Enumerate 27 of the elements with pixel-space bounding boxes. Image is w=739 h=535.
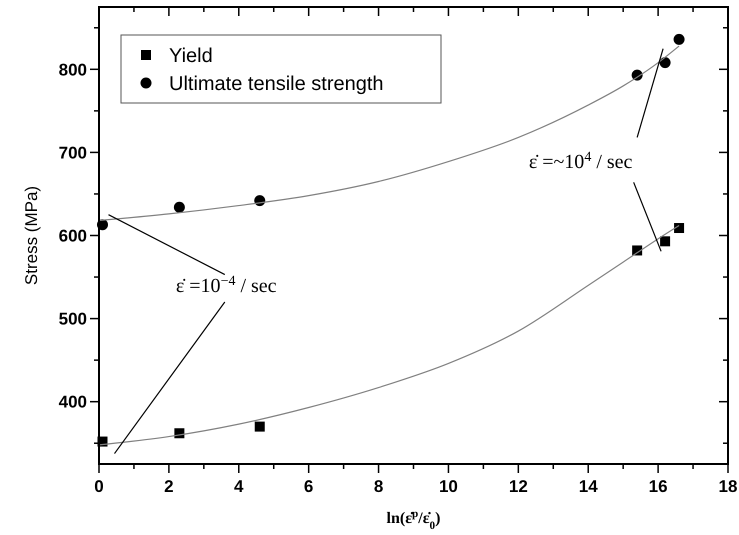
legend-label: Ultimate tensile strength bbox=[169, 73, 384, 95]
point bbox=[660, 236, 670, 246]
y-tick-label: 800 bbox=[58, 60, 87, 80]
point bbox=[674, 34, 685, 45]
x-axis-title: ln(ε̇$^{p}$/ε̇$_{0}$) bbox=[386, 508, 440, 532]
point bbox=[674, 223, 684, 234]
x-tick-label: 18 bbox=[718, 477, 738, 496]
annotation: ε̇ =10$^{−4}$ / sec bbox=[176, 274, 277, 297]
y-axis-title: Stress (MPa) bbox=[22, 186, 41, 286]
x-tick-label: 8 bbox=[374, 477, 384, 496]
x-tick-label: 2 bbox=[164, 477, 174, 496]
x-tick-label: 16 bbox=[648, 477, 668, 496]
annotation: ε̇ =~10$^{4}$ / sec bbox=[528, 150, 633, 174]
y-tick-label: 600 bbox=[58, 226, 87, 246]
x-tick-label: 14 bbox=[578, 477, 598, 496]
y-tick-label: 500 bbox=[58, 310, 87, 329]
y-tick-label: 700 bbox=[58, 143, 87, 162]
x-tick-label: 0 bbox=[94, 477, 104, 496]
point bbox=[660, 57, 671, 68]
legend-label: Yield bbox=[169, 45, 213, 67]
x-tick-label: 12 bbox=[508, 477, 528, 496]
x-tick-label: 10 bbox=[438, 477, 458, 496]
point bbox=[174, 202, 185, 213]
x-tick-label: 6 bbox=[304, 477, 314, 496]
point bbox=[254, 422, 265, 432]
x-tick-label: 4 bbox=[234, 477, 244, 496]
y-tick-label: 400 bbox=[58, 392, 87, 412]
